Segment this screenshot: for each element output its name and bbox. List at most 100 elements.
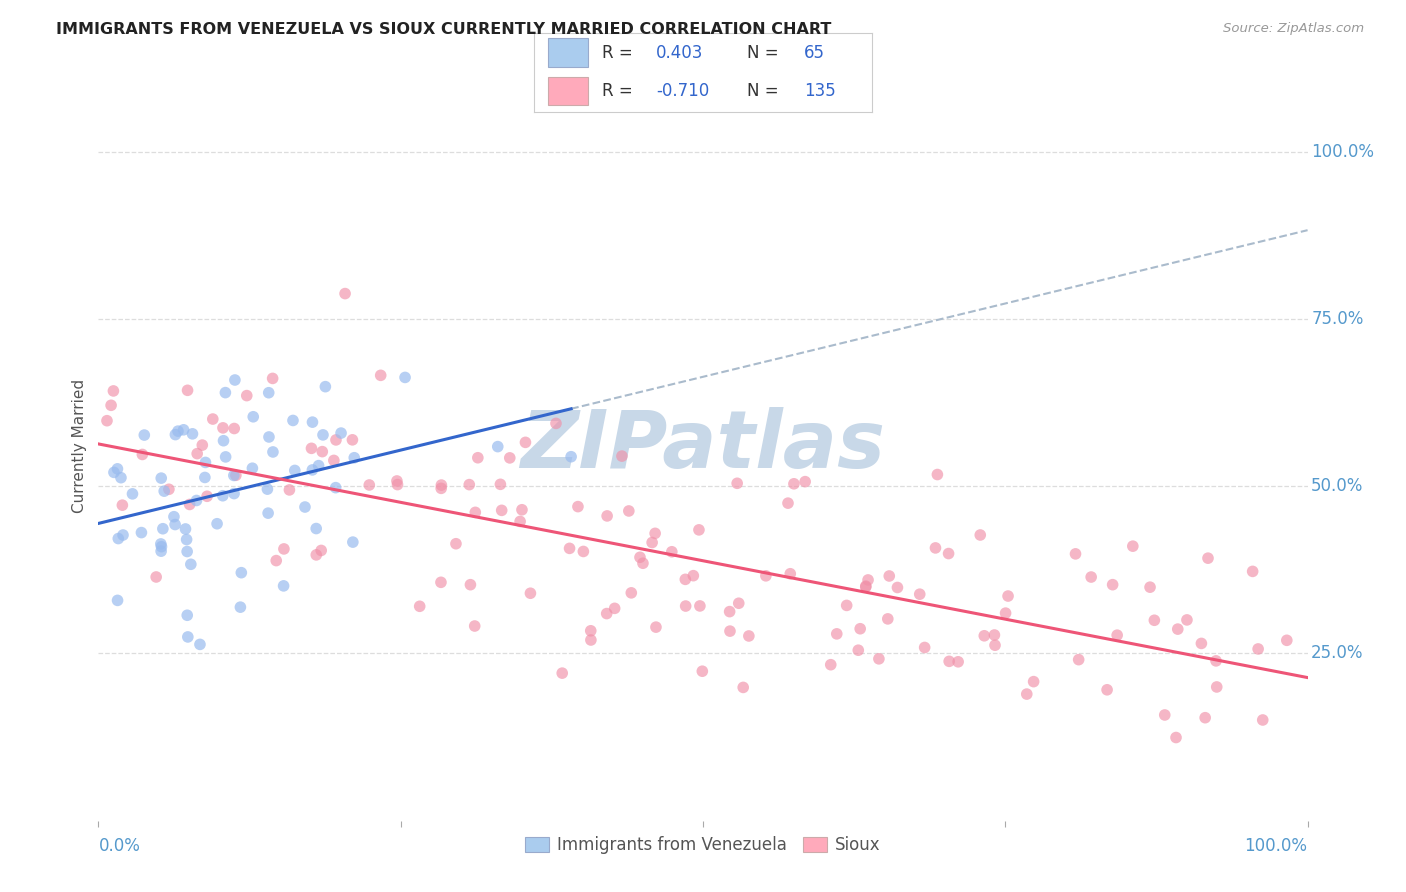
Point [111, 498, 134, 512]
Point [212, 421, 235, 435]
Point [176, 384, 198, 398]
Point [572, 544, 595, 558]
Point [281, 413, 304, 427]
Point [186, 493, 208, 508]
Point [173, 423, 195, 437]
Point [544, 417, 567, 431]
Point [567, 500, 589, 514]
Point [499, 450, 522, 465]
Point [603, 601, 626, 615]
Text: ZIPatlas: ZIPatlas [520, 407, 886, 485]
Point [868, 652, 890, 666]
Point [152, 522, 174, 536]
Point [460, 577, 482, 591]
Point [278, 483, 301, 497]
Point [994, 606, 1017, 620]
Point [984, 638, 1007, 652]
Point [641, 535, 664, 549]
Point [596, 607, 619, 621]
Point [131, 447, 153, 461]
FancyBboxPatch shape [548, 77, 588, 105]
Point [408, 599, 430, 614]
Point [718, 605, 741, 619]
Point [305, 522, 328, 536]
Point [107, 462, 129, 476]
Point [257, 430, 280, 444]
Point [1095, 682, 1118, 697]
Point [491, 503, 513, 517]
Point [1175, 613, 1198, 627]
Point [675, 599, 697, 613]
Point [938, 654, 960, 668]
Point [311, 444, 333, 458]
Point [150, 540, 173, 554]
Point [176, 544, 198, 558]
Point [214, 450, 236, 464]
Point [167, 424, 190, 438]
Point [551, 666, 574, 681]
Point [176, 608, 198, 623]
Point [688, 523, 710, 537]
Text: Source: ZipAtlas.com: Source: ZipAtlas.com [1223, 22, 1364, 36]
Point [333, 286, 356, 301]
Point [509, 515, 531, 529]
Point [96, 414, 118, 428]
Point [165, 427, 187, 442]
Point [312, 428, 335, 442]
Point [224, 421, 246, 435]
Point [877, 569, 900, 583]
Point [779, 566, 801, 581]
Text: R =: R = [602, 44, 633, 62]
Point [515, 435, 537, 450]
Point [150, 544, 173, 558]
Point [1067, 653, 1090, 667]
Point [464, 505, 486, 519]
Point [596, 508, 619, 523]
Point [1015, 687, 1038, 701]
Point [308, 458, 330, 473]
Point [222, 486, 245, 500]
Point [394, 370, 416, 384]
Legend: Immigrants from Venezuela, Sioux: Immigrants from Venezuela, Sioux [519, 830, 887, 861]
Point [1189, 636, 1212, 650]
Point [908, 587, 931, 601]
Point [103, 384, 125, 398]
Point [370, 368, 392, 383]
Point [191, 438, 214, 452]
Point [103, 466, 125, 480]
Point [342, 535, 364, 549]
Point [997, 589, 1019, 603]
Point [914, 640, 936, 655]
Point [1197, 551, 1219, 566]
Point [301, 415, 323, 429]
Point [969, 528, 991, 542]
Point [783, 476, 806, 491]
Y-axis label: Currently Married: Currently Married [72, 379, 87, 513]
FancyBboxPatch shape [548, 38, 588, 67]
Point [776, 496, 799, 510]
Point [176, 533, 198, 547]
Point [262, 371, 284, 385]
Point [1022, 674, 1045, 689]
Point [222, 468, 245, 483]
Point [938, 547, 960, 561]
Text: 25.0%: 25.0% [1312, 644, 1364, 663]
Point [464, 619, 486, 633]
Point [855, 579, 877, 593]
Point [107, 532, 129, 546]
Point [186, 447, 208, 461]
Point [1153, 708, 1175, 723]
Point [242, 461, 264, 475]
Point [194, 470, 217, 484]
Point [165, 517, 187, 532]
Point [150, 471, 173, 485]
Point [682, 568, 704, 582]
Text: -0.710: -0.710 [655, 82, 709, 100]
Point [486, 440, 509, 454]
Point [983, 628, 1005, 642]
Point [273, 579, 295, 593]
Point [149, 537, 172, 551]
Point [181, 426, 204, 441]
Point [194, 455, 217, 469]
Point [111, 528, 134, 542]
